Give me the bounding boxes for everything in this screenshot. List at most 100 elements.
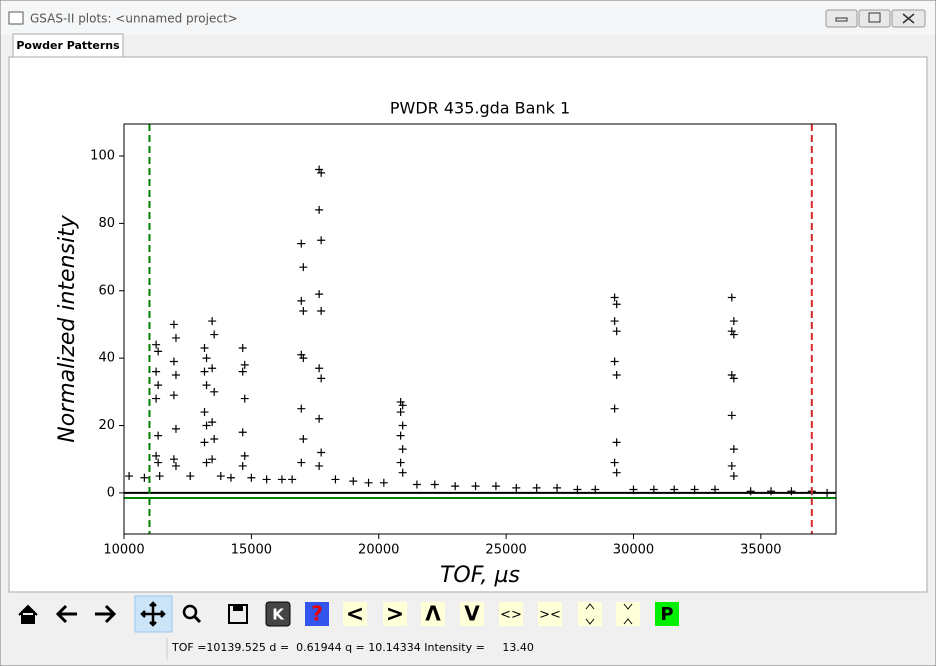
data-point xyxy=(169,320,178,329)
title-bar xyxy=(1,1,935,35)
data-point xyxy=(238,428,247,437)
data-point xyxy=(532,483,541,492)
data-point xyxy=(610,458,619,467)
data-point xyxy=(169,391,178,400)
y-tick-label: 60 xyxy=(98,283,115,298)
help-button[interactable] xyxy=(305,602,329,626)
toolbar-glyph: > xyxy=(386,602,404,627)
data-point xyxy=(297,239,306,248)
data-point xyxy=(200,438,209,447)
data-point xyxy=(208,317,217,326)
data-point xyxy=(398,401,407,410)
zoom-button[interactable] xyxy=(182,604,198,620)
tab-label: Powder Patterns xyxy=(16,39,120,52)
shift-down-button[interactable] xyxy=(460,602,484,626)
back-button[interactable] xyxy=(55,604,77,624)
maximize-button[interactable] xyxy=(858,9,891,28)
data-point xyxy=(277,475,286,484)
data-point xyxy=(247,473,256,482)
data-point xyxy=(200,367,209,376)
data-point xyxy=(396,431,405,440)
data-point xyxy=(262,475,271,484)
toolbar-glyph: >< xyxy=(539,608,561,623)
data-point xyxy=(670,485,679,494)
data-point xyxy=(612,438,621,447)
data-point xyxy=(729,472,738,481)
data-point xyxy=(610,293,619,302)
data-point xyxy=(200,408,209,417)
y-tick-label: 20 xyxy=(98,418,115,433)
data-point xyxy=(210,434,219,443)
data-point xyxy=(729,445,738,454)
close-icon xyxy=(902,13,915,24)
data-point xyxy=(727,293,736,302)
expand-x-button[interactable] xyxy=(499,602,523,626)
shrink-y-icon xyxy=(623,603,633,625)
data-point xyxy=(610,357,619,366)
data-point xyxy=(299,306,308,315)
data-point xyxy=(299,354,308,363)
toolbar-glyph: <> xyxy=(500,608,522,623)
data-point xyxy=(690,485,699,494)
data-point xyxy=(171,461,180,470)
data-point xyxy=(430,480,439,489)
shift-right-button[interactable] xyxy=(383,602,407,626)
data-point xyxy=(512,483,521,492)
data-point xyxy=(169,455,178,464)
data-point xyxy=(710,485,719,494)
x-tick-label: 30000 xyxy=(613,543,654,558)
toolbar-glyph: K xyxy=(272,606,285,624)
data-point xyxy=(398,468,407,477)
chart-title: PWDR 435.gda Bank 1 xyxy=(390,99,570,118)
data-point xyxy=(238,461,247,470)
minimize-icon xyxy=(835,17,848,22)
shrink-y-button[interactable] xyxy=(616,602,640,626)
data-point xyxy=(727,370,736,379)
data-point xyxy=(746,487,755,496)
data-point xyxy=(169,357,178,366)
shrink-x-button[interactable] xyxy=(538,602,562,626)
data-point xyxy=(208,455,217,464)
data-point xyxy=(240,394,249,403)
plot-button[interactable] xyxy=(655,602,679,626)
key-button[interactable] xyxy=(265,601,291,627)
data-point xyxy=(379,478,388,487)
data-point xyxy=(297,350,306,359)
maximize-icon xyxy=(868,12,881,23)
data-point xyxy=(297,404,306,413)
toolbar-glyph: Λ xyxy=(425,602,441,626)
status-bar xyxy=(1,636,935,665)
data-point xyxy=(210,387,219,396)
data-point xyxy=(396,458,405,467)
data-point xyxy=(315,364,324,373)
data-point xyxy=(208,418,217,427)
data-point xyxy=(240,451,249,460)
data-point xyxy=(210,330,219,339)
data-point xyxy=(727,461,736,470)
expand-y-button[interactable] xyxy=(578,602,602,626)
data-point xyxy=(649,485,658,494)
x-tick-label: 10000 xyxy=(103,543,144,558)
data-point xyxy=(767,487,776,496)
data-point xyxy=(202,381,211,390)
data-point xyxy=(125,472,134,481)
data-point xyxy=(612,300,621,309)
shift-left-button[interactable] xyxy=(343,602,367,626)
data-point xyxy=(171,370,180,379)
data-point xyxy=(398,421,407,430)
y-axis-label: Normalized intensity xyxy=(55,214,80,443)
data-point xyxy=(317,168,326,177)
forward-button[interactable] xyxy=(95,604,117,624)
data-point xyxy=(317,448,326,457)
data-point xyxy=(612,370,621,379)
home-button[interactable] xyxy=(18,604,38,624)
data-point xyxy=(297,458,306,467)
data-point xyxy=(317,306,326,315)
data-point xyxy=(610,317,619,326)
data-point xyxy=(152,394,161,403)
data-point xyxy=(200,344,209,353)
data-point xyxy=(729,330,738,339)
x-tick-label: 35000 xyxy=(740,543,781,558)
shift-up-button[interactable] xyxy=(421,602,445,626)
